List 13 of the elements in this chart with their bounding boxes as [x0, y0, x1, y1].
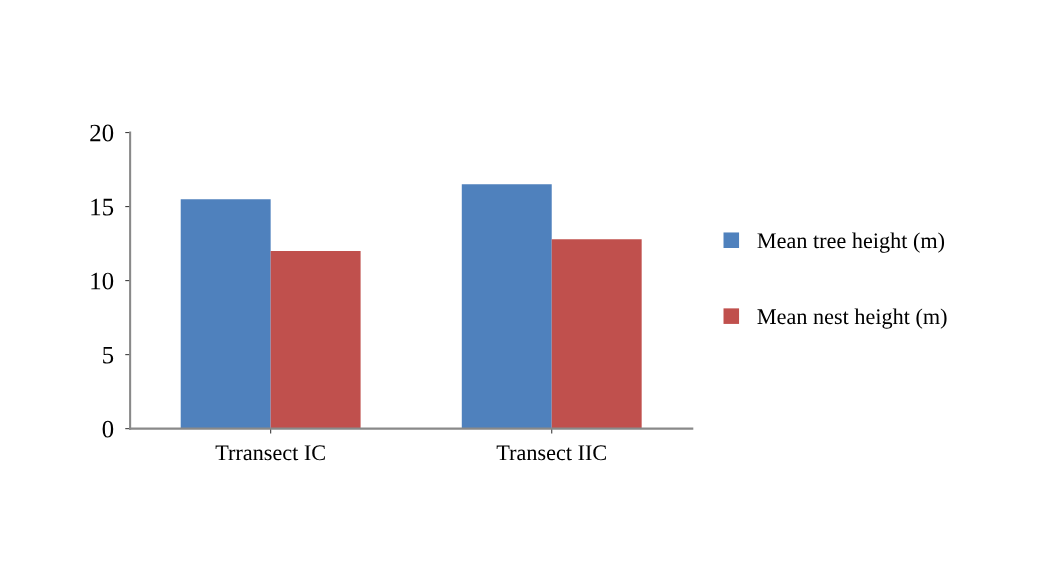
y-tick-label: 0: [102, 420, 114, 438]
legend-label: Mean nest height (m): [757, 308, 947, 329]
bar: [270, 250, 361, 429]
bar: [461, 184, 552, 429]
x-tick-label: Trransect IC: [215, 445, 325, 461]
bar: [180, 199, 271, 429]
y-tick-label: 10: [91, 272, 114, 290]
y-tick-label: 20: [90, 124, 114, 142]
y-tick-label: 5: [103, 346, 114, 364]
y-tick-label: 15: [91, 198, 114, 216]
x-tick-label: Transect IIC: [496, 445, 606, 461]
bar: [551, 239, 642, 429]
legend-label: Mean tree height (m): [757, 232, 945, 253]
